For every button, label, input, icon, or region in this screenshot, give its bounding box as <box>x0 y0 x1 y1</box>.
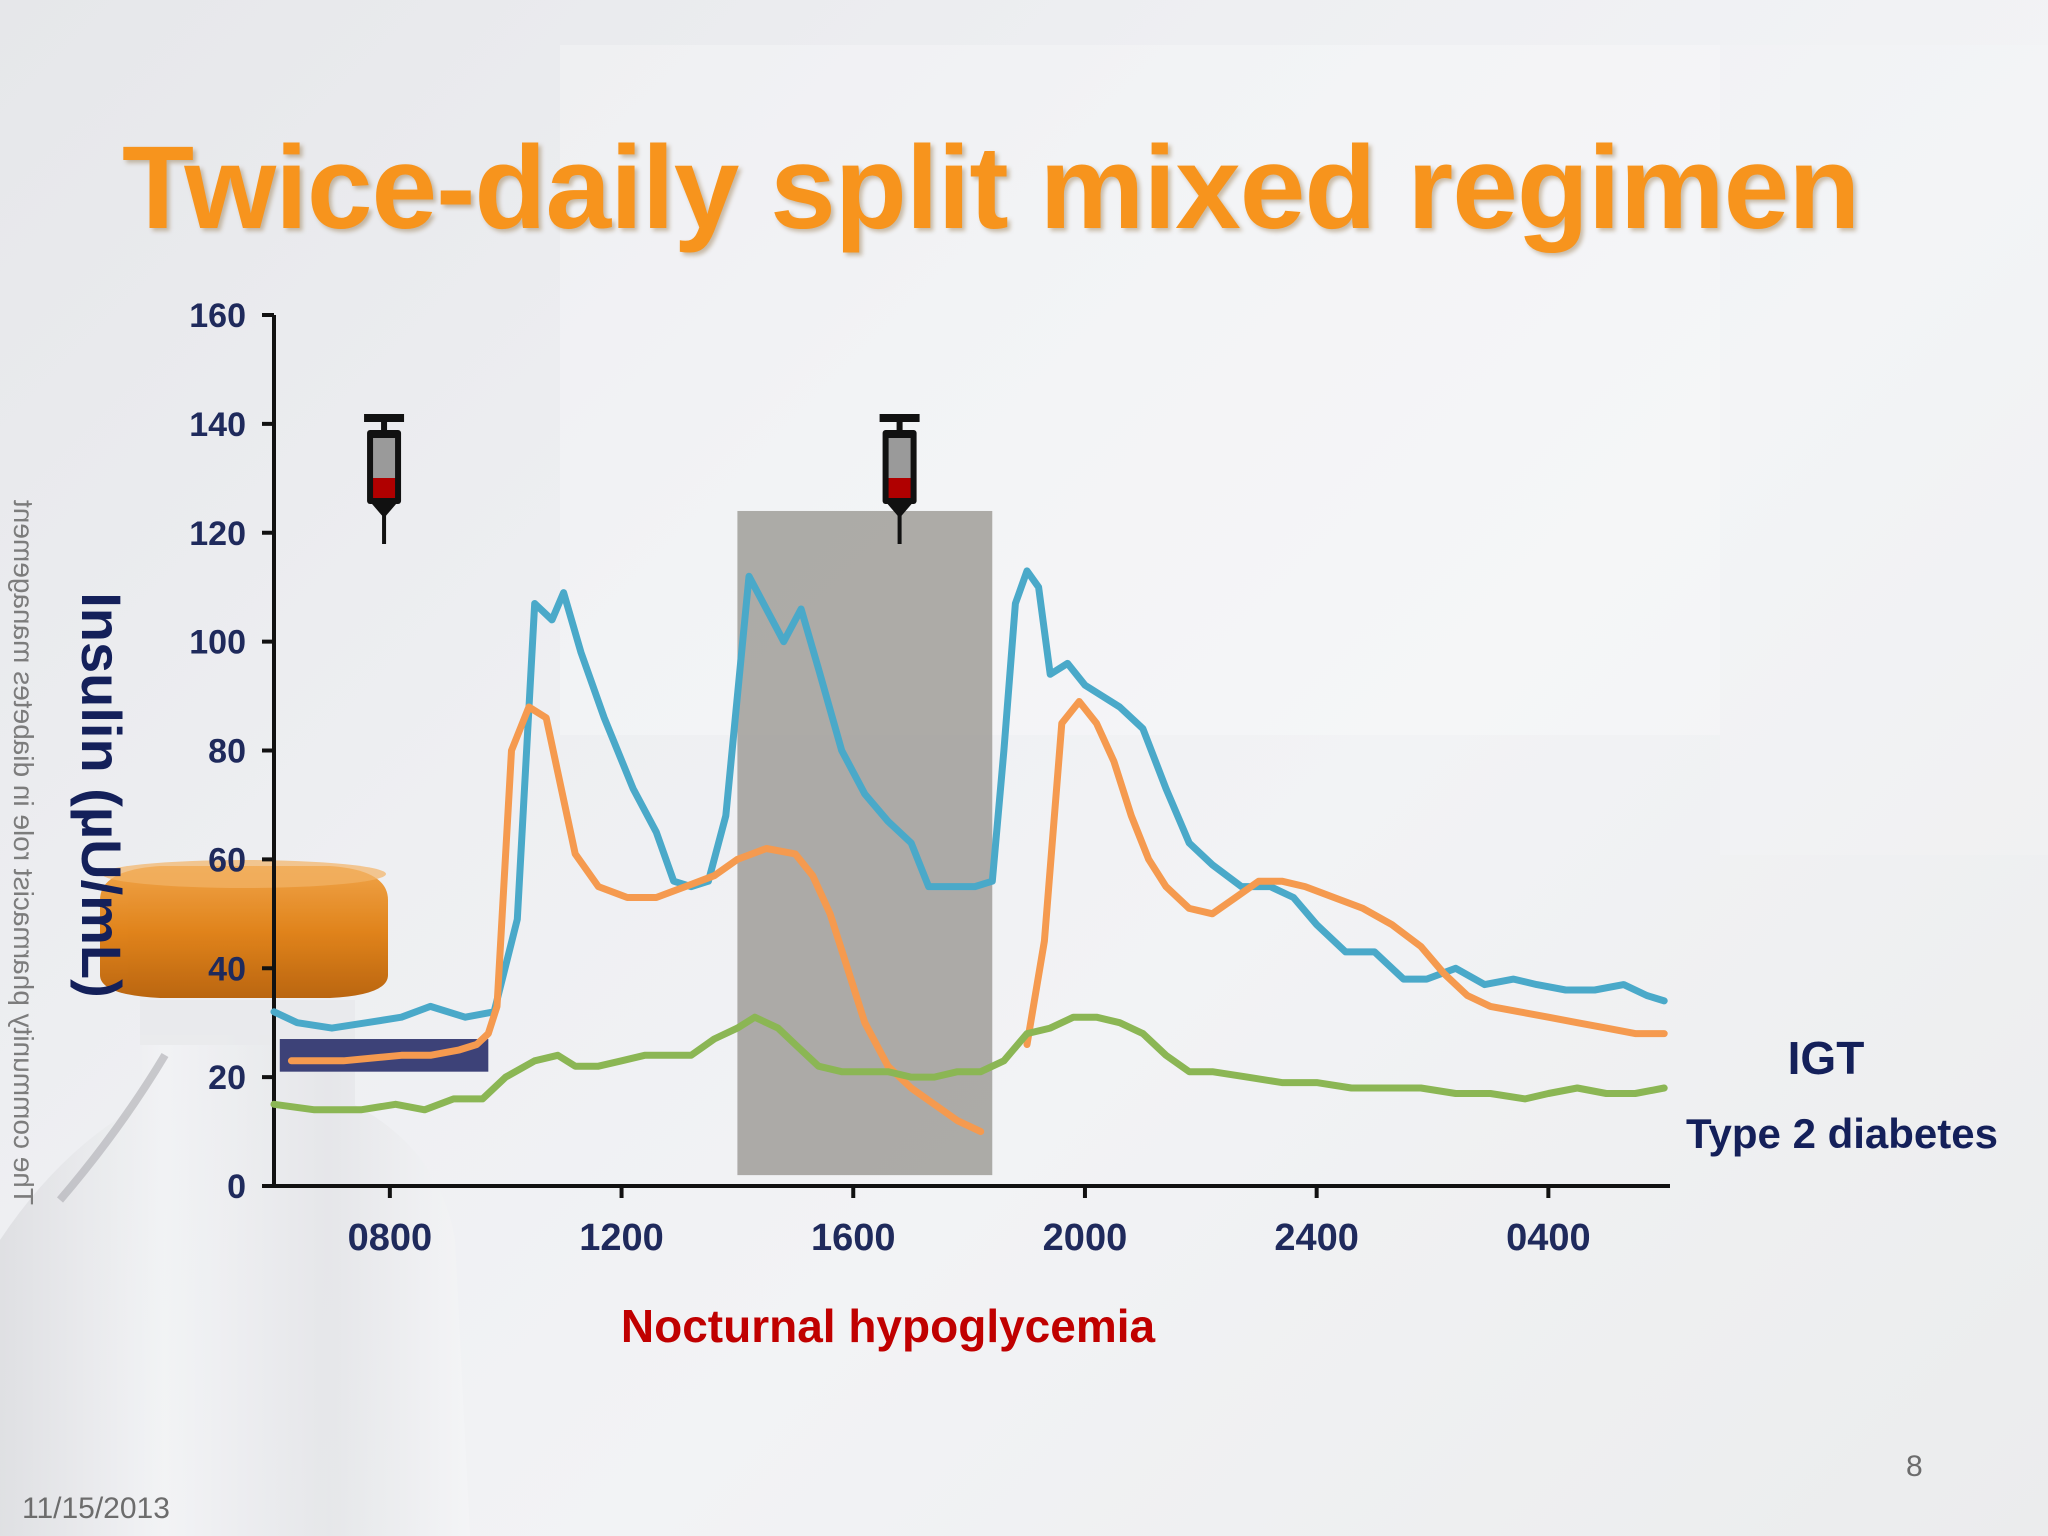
syringe-glass <box>373 438 396 478</box>
y-tick-label: 160 <box>189 297 246 335</box>
x-tick-label: 2000 <box>1043 1217 1128 1259</box>
syringe-plunger-rod <box>896 422 903 432</box>
syringe-hub <box>887 504 912 518</box>
y-tick-label: 40 <box>208 950 246 988</box>
side-note: The community pharmacist role in diabete… <box>8 500 39 1205</box>
series-layer <box>270 567 1668 1136</box>
footer-date: 11/15/2013 <box>22 1492 170 1525</box>
syringe-hub <box>372 504 397 518</box>
x-tick-label: 1600 <box>811 1217 896 1259</box>
nocturnal-hypoglycemia-label: Nocturnal hypoglycemia <box>621 1300 1156 1352</box>
syringe-plunger-rod <box>381 422 388 432</box>
syringe-icon <box>364 414 405 544</box>
y-tick-label: 140 <box>189 406 246 444</box>
x-tick-label: 0800 <box>348 1217 433 1259</box>
syringe-needle <box>382 514 387 544</box>
slide-title: Twice-daily split mixed regimen <box>122 122 1860 254</box>
x-tick-label: 0400 <box>1506 1217 1591 1259</box>
y-tick-label: 0 <box>227 1168 246 1206</box>
y-tick-label: 20 <box>208 1059 246 1097</box>
syringe-icons <box>364 414 920 544</box>
syringe-fluid <box>373 478 396 498</box>
x-tick-label: 1200 <box>579 1217 664 1259</box>
x-tick-label: 2400 <box>1274 1217 1359 1259</box>
series-line-3 <box>270 1013 1668 1114</box>
x-axis-ticks: 0800 1200 1600 2000 2400 0400 <box>348 1186 1591 1259</box>
syringe-icon <box>879 414 920 544</box>
y-tick-label: 60 <box>208 841 246 879</box>
y-tick-label: 120 <box>189 515 246 553</box>
series-line-2 <box>287 698 1668 1136</box>
y-axis-ticks: 0 20 40 60 80 100 120 140 160 <box>189 297 274 1206</box>
syringe-needle <box>897 514 902 544</box>
syringe-plunger-cap <box>879 414 920 422</box>
y-tick-label: 80 <box>208 733 246 771</box>
syringe-plunger-cap <box>364 414 405 422</box>
background-panel-right <box>1720 45 2048 855</box>
legend-igt: IGT <box>1788 1032 1865 1084</box>
y-tick-label: 100 <box>189 624 246 662</box>
insulin-vial <box>0 860 470 1536</box>
page-number: 8 <box>1906 1450 1923 1483</box>
syringe-glass <box>888 438 911 478</box>
shaded-region <box>737 510 993 1176</box>
y-axis-label: Insulin (µU/mL) <box>70 592 133 998</box>
legend-type2-diabetes: Type 2 diabetes <box>1686 1110 1998 1157</box>
syringe-fluid <box>888 478 911 498</box>
series-line-1 <box>270 567 1668 1032</box>
